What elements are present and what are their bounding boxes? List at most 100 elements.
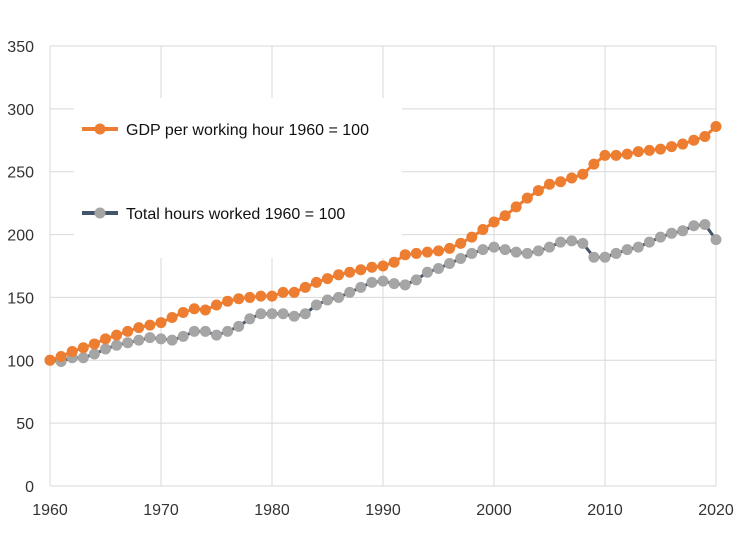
data-point (377, 260, 389, 272)
data-point (122, 325, 134, 337)
x-tick-label: 1970 (143, 502, 179, 519)
data-point (344, 266, 356, 278)
data-point (577, 168, 589, 180)
data-point (122, 337, 134, 349)
data-point (100, 343, 111, 355)
data-point (477, 244, 489, 256)
y-tick-label: 250 (7, 165, 34, 182)
x-axis-tick-labels: 1960 1970 1980 1990 2000 2010 2020 (32, 502, 734, 519)
data-point (510, 246, 522, 258)
data-point (610, 149, 622, 161)
data-point (266, 290, 278, 302)
x-tick-label: 1990 (365, 502, 401, 519)
data-point (666, 227, 678, 239)
data-point (488, 241, 500, 253)
data-point (288, 310, 300, 322)
legend-background (74, 98, 402, 258)
data-point (299, 308, 311, 320)
data-point (277, 286, 289, 298)
data-point (333, 291, 345, 303)
data-point (621, 148, 633, 160)
data-point (410, 274, 422, 286)
y-tick-label: 300 (7, 102, 34, 119)
data-point (632, 241, 644, 253)
data-point (444, 257, 456, 269)
data-point (688, 220, 700, 232)
data-point (455, 237, 467, 249)
data-point (244, 313, 256, 325)
data-point (710, 234, 722, 246)
data-point (521, 247, 533, 259)
data-point (277, 308, 289, 320)
data-point (532, 245, 544, 257)
data-point (133, 322, 145, 334)
x-tick-label: 2010 (587, 502, 623, 519)
legend-box (74, 98, 402, 258)
data-point (111, 329, 123, 341)
legend-hours-label: Total hours worked 1960 = 100 (126, 206, 345, 223)
y-tick-label: 100 (7, 353, 34, 370)
data-point (55, 351, 67, 363)
data-point (322, 273, 333, 285)
legend-hours-marker (94, 207, 106, 219)
data-point (377, 275, 389, 287)
data-point (410, 247, 422, 259)
data-point (588, 251, 600, 263)
data-point (399, 279, 411, 291)
data-point (344, 286, 356, 298)
data-point (421, 246, 433, 258)
data-point (322, 294, 333, 306)
series-gdp (44, 120, 722, 366)
data-point (177, 330, 189, 342)
legend-gdp-marker (94, 123, 106, 135)
data-point (155, 317, 167, 329)
data-point (144, 319, 156, 331)
data-point (288, 286, 300, 298)
data-point (44, 354, 56, 366)
data-point (144, 332, 156, 344)
data-point (88, 348, 100, 360)
data-point (632, 146, 644, 158)
data-point (66, 345, 78, 357)
data-point (488, 216, 500, 228)
data-point (655, 231, 666, 243)
data-point (699, 219, 711, 231)
y-tick-label: 50 (16, 416, 34, 433)
data-point (677, 225, 689, 237)
x-tick-label: 1980 (254, 502, 290, 519)
data-point (566, 172, 578, 184)
series-layer (44, 120, 722, 368)
data-point (499, 244, 511, 256)
data-point (710, 120, 722, 132)
data-point (366, 261, 378, 273)
data-point (199, 325, 211, 337)
data-point (88, 338, 100, 350)
data-point (388, 278, 400, 290)
data-point (166, 334, 178, 346)
data-point (699, 131, 711, 143)
data-point (155, 333, 167, 345)
data-point (211, 299, 222, 311)
data-point (355, 281, 367, 293)
data-point (433, 263, 444, 275)
data-point (666, 141, 678, 153)
data-point (211, 329, 222, 341)
y-tick-label: 350 (7, 39, 34, 56)
y-tick-label: 150 (7, 290, 34, 307)
data-point (100, 333, 111, 345)
y-tick-label: 0 (25, 479, 34, 496)
data-point (599, 251, 611, 263)
data-point (455, 252, 467, 264)
data-point (299, 281, 311, 293)
data-point (388, 256, 400, 268)
x-tick-label: 2020 (698, 502, 734, 519)
data-point (310, 299, 322, 311)
data-point (510, 201, 522, 213)
data-point (166, 312, 178, 324)
data-point (577, 237, 589, 249)
legend: GDP per working hour 1960 = 100 Total ho… (82, 122, 369, 223)
data-point (222, 325, 234, 337)
data-point (255, 290, 267, 302)
data-point (444, 242, 456, 254)
